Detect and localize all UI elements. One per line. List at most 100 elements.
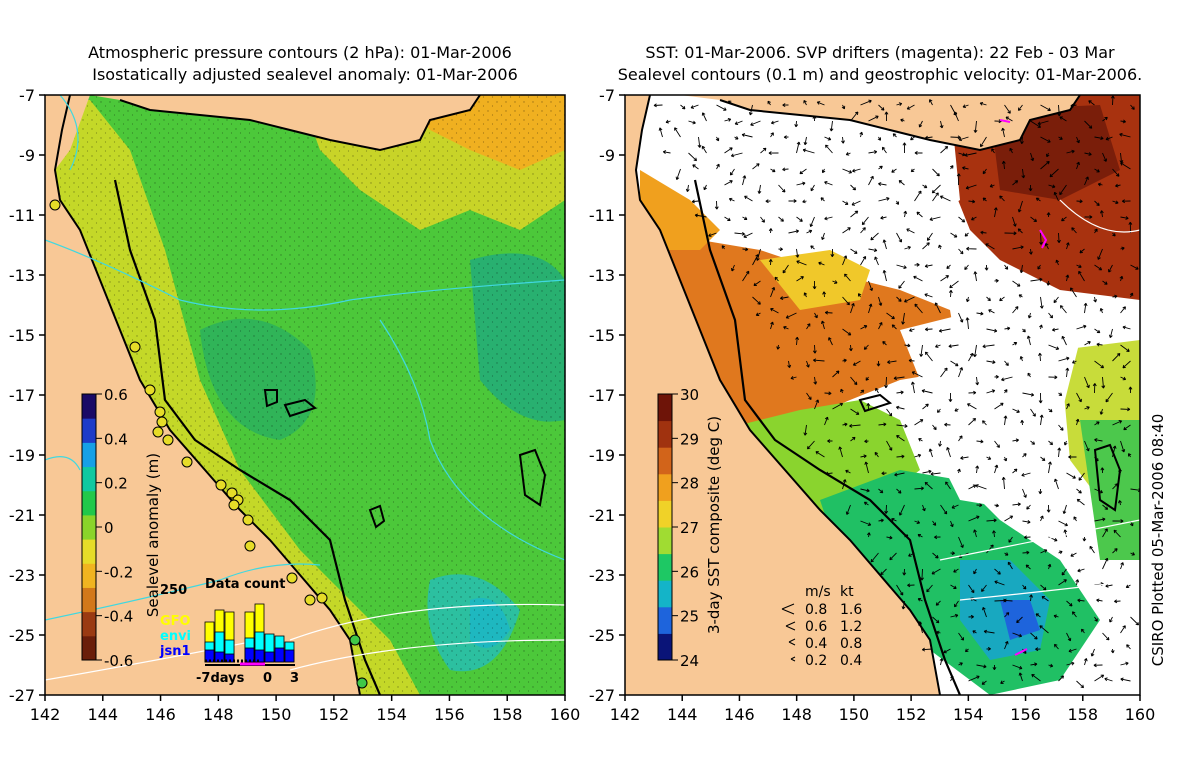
- velocity-vector: [896, 264, 907, 270]
- velocity-vector: [958, 367, 964, 378]
- velocity-vector: [832, 402, 844, 410]
- velocity-vector: [865, 376, 869, 381]
- velocity-vector: [1048, 375, 1058, 380]
- velocity-vector: [924, 293, 933, 298]
- velocity-vector: [729, 168, 735, 176]
- velocity-vector: [812, 280, 817, 290]
- velocity-vector: [842, 358, 847, 363]
- velocity-vector: [658, 127, 663, 138]
- velocity-vector: [1053, 614, 1059, 619]
- y-tick-label: -15: [589, 326, 615, 345]
- velocity-vector: [1122, 325, 1131, 330]
- velocity-vector: [1063, 529, 1068, 538]
- velocity-vector: [829, 120, 834, 132]
- velocity-vector: [1129, 292, 1134, 298]
- velocity-vector: [840, 388, 844, 394]
- velocity-vector: [983, 629, 995, 634]
- velocity-vector: [889, 552, 897, 561]
- colorbar-tick-label: 26: [680, 563, 699, 581]
- velocity-vector: [809, 216, 815, 228]
- velocity-vector: [1030, 632, 1038, 640]
- velocity-vector: [1058, 424, 1064, 431]
- velocity-vector: [910, 168, 915, 173]
- reef-outlines-right: [858, 393, 1122, 512]
- velocity-vector: [922, 504, 926, 512]
- velocity-vector: [1021, 168, 1026, 179]
- velocity-vector: [1003, 415, 1008, 426]
- velocity-vector: [1000, 680, 1005, 684]
- velocity-vector: [1079, 248, 1085, 254]
- velocity-vector: [891, 324, 897, 330]
- velocity-vector: [1073, 516, 1077, 522]
- velocity-vector: [891, 168, 897, 173]
- velocity-vector: [1094, 616, 1098, 622]
- velocity-vector: [1030, 277, 1043, 282]
- velocity-vector: [1004, 360, 1009, 367]
- colorbar-tick-label: 30: [680, 386, 699, 404]
- velocity-vector: [742, 175, 747, 186]
- colorbar-tick-label: 0.6: [104, 386, 128, 404]
- velocity-vector: [860, 389, 865, 394]
- velocity-vector: [1099, 307, 1104, 314]
- velocity-vector: [931, 184, 941, 194]
- left-y-axis: -7 -9 -11 -13 -15 -17 -19 -21 -23 -25 -27: [9, 86, 45, 705]
- velocity-vector: [748, 104, 753, 116]
- velocity-vector: [691, 199, 699, 204]
- velocity-vector: [1057, 447, 1062, 458]
- velocity-vector: [1120, 119, 1126, 124]
- velocity-vector: [1040, 160, 1050, 170]
- velocity-vector: [787, 360, 792, 368]
- velocity-vector: [785, 312, 797, 319]
- velocity-vector: [1051, 327, 1059, 332]
- velocity-vector: [796, 216, 803, 222]
- velocity-vector: [1030, 440, 1036, 445]
- velocity-vector: [806, 360, 810, 368]
- velocity-vector: [1120, 440, 1126, 453]
- colorbar-tick-label: -0.4: [104, 608, 133, 626]
- velocity-vector: [1102, 152, 1108, 162]
- colorbar-swatch: [82, 418, 96, 443]
- velocity-vector: [920, 568, 924, 581]
- velocity-vector: [984, 264, 989, 271]
- velocity-vector: [1061, 568, 1067, 576]
- velocity-vector: [852, 168, 861, 173]
- velocity-vector: [896, 435, 905, 442]
- inset-bar-jsn1: [264, 651, 275, 663]
- velocity-vector: [1035, 197, 1041, 202]
- velocity-vector: [1120, 562, 1124, 570]
- inset-max-label: 250: [160, 583, 187, 598]
- velocity-vector: [950, 584, 957, 589]
- velocity-vector: [803, 136, 808, 146]
- colorbar-swatch: [658, 473, 672, 501]
- y-tick-label: -17: [589, 386, 615, 405]
- png-landmass: [90, 95, 480, 150]
- velocity-vector: [982, 344, 995, 349]
- velocity-vector: [1130, 264, 1139, 270]
- velocity-vector: [989, 184, 995, 188]
- velocity-vector: [1102, 528, 1108, 538]
- velocity-vector: [922, 184, 928, 189]
- velocity-vector: [1055, 259, 1060, 266]
- velocity-vector: [964, 264, 969, 271]
- colorbar-swatch: [658, 633, 672, 661]
- x-tick-label: 142: [610, 705, 641, 724]
- velocity-vector: [896, 454, 905, 459]
- velocity-vector: [692, 164, 699, 170]
- cloud-mask-south: [930, 430, 1050, 510]
- velocity-vector: [1070, 552, 1077, 557]
- right-title-line1: SST: 01-Mar-2006. SVP drifters (magenta)…: [645, 43, 1115, 62]
- velocity-vector: [1101, 376, 1106, 389]
- velocity-legend-kt-1: 1.6: [840, 602, 862, 618]
- velocity-vector: [860, 488, 870, 493]
- velocity-vector: [898, 180, 905, 186]
- velocity-vector: [986, 518, 997, 523]
- velocity-vector: [950, 135, 961, 140]
- velocity-vector: [1088, 100, 1095, 106]
- velocity-vector: [940, 367, 948, 378]
- velocity-vector: [1112, 294, 1118, 299]
- velocity-vector: [860, 520, 872, 526]
- velocity-vector: [806, 323, 811, 330]
- x-tick-label: 142: [30, 705, 61, 724]
- velocity-vector: [868, 150, 878, 154]
- velocity-vector: [875, 387, 879, 394]
